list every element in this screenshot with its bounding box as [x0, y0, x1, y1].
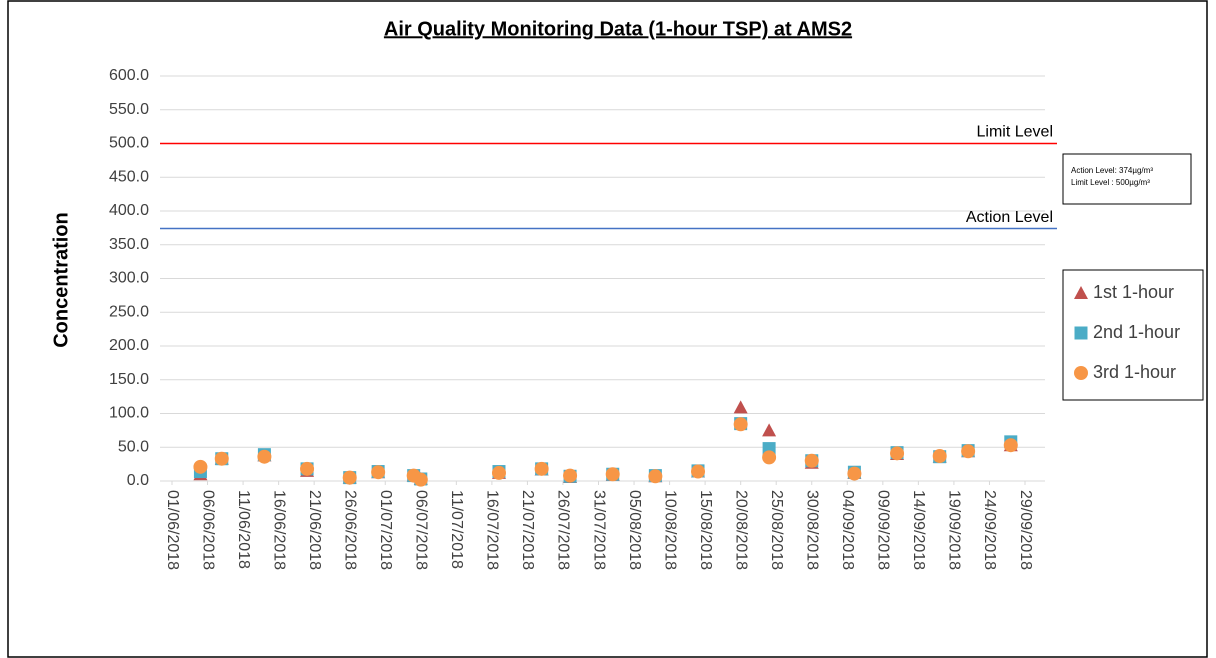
annotation-box: [1062, 153, 1192, 205]
x-tick-label: 19/09/2018: [946, 490, 963, 570]
point: [733, 400, 748, 414]
point: [563, 468, 578, 483]
y-tick-label: 550.0: [109, 101, 149, 118]
point: [1003, 438, 1018, 453]
point: [733, 417, 748, 432]
legend-label: 1st 1-hour: [1093, 282, 1174, 302]
point: [300, 461, 315, 476]
point: [691, 464, 706, 479]
point: [847, 466, 862, 481]
x-tick-label: 09/09/2018: [875, 490, 892, 570]
point: [534, 461, 549, 476]
reference-label: Action Level: [966, 209, 1053, 226]
x-tick-label: 14/09/2018: [910, 490, 927, 570]
point: [413, 472, 428, 487]
point: [762, 450, 777, 465]
x-tick-label: 30/08/2018: [804, 490, 821, 570]
x-tick-label: 16/07/2018: [484, 490, 501, 570]
x-tick-label: 06/06/2018: [199, 490, 216, 570]
y-tick-label: 100.0: [109, 405, 149, 422]
x-tick-label: 01/07/2018: [377, 490, 394, 570]
legend-label: 2nd 1-hour: [1093, 322, 1180, 342]
reference-label: Limit Level: [977, 124, 1053, 141]
point: [961, 444, 976, 459]
x-tick-label: 24/09/2018: [981, 490, 998, 570]
x-tick-label: 25/08/2018: [768, 490, 785, 570]
point: [1074, 326, 1088, 340]
y-tick-label: 150.0: [109, 371, 149, 388]
point: [1074, 286, 1088, 299]
annotation: Action Level: 374µg/m³: [1071, 166, 1153, 175]
point: [193, 459, 208, 474]
point: [1074, 366, 1088, 380]
y-axis-label: Concentration: [50, 212, 72, 348]
x-tick-label: 31/07/2018: [590, 490, 607, 570]
x-tick-label: 11/06/2018: [235, 490, 252, 569]
point: [804, 453, 819, 468]
x-tick-label: 05/08/2018: [626, 490, 643, 570]
point: [371, 465, 386, 480]
point: [605, 467, 620, 482]
point: [257, 449, 272, 464]
y-tick-label: 200.0: [109, 337, 149, 354]
y-tick-label: 300.0: [109, 270, 149, 287]
x-tick-label: 26/06/2018: [341, 490, 358, 570]
y-tick-label: 250.0: [109, 303, 149, 320]
x-tick-label: 21/07/2018: [519, 490, 536, 570]
x-tick-label: 16/06/2018: [270, 490, 287, 570]
annotation: Limit Level : 500µg/m³: [1071, 178, 1150, 187]
point: [214, 451, 229, 466]
legend-label: 3rd 1-hour: [1093, 362, 1176, 382]
chart-title: Air Quality Monitoring Data (1-hour TSP)…: [384, 18, 852, 40]
x-tick-label: 10/08/2018: [661, 490, 678, 570]
point: [890, 446, 905, 461]
x-tick-label: 15/08/2018: [697, 490, 714, 570]
x-tick-label: 26/07/2018: [555, 490, 572, 570]
y-tick-label: 450.0: [109, 168, 149, 185]
x-tick-label: 04/09/2018: [839, 490, 856, 570]
point: [932, 449, 947, 464]
point: [342, 470, 357, 485]
point: [648, 469, 663, 484]
x-tick-label: 01/06/2018: [164, 490, 181, 570]
x-tick-label: 20/08/2018: [732, 490, 749, 570]
x-tick-label: 11/07/2018: [448, 490, 465, 569]
y-tick-label: 600.0: [109, 67, 149, 84]
chart-border: [7, 0, 1208, 658]
x-tick-label: 21/06/2018: [306, 490, 323, 570]
y-tick-label: 500.0: [109, 135, 149, 152]
x-tick-label: 29/09/2018: [1017, 490, 1034, 570]
y-tick-label: 350.0: [109, 236, 149, 253]
point: [762, 423, 777, 437]
y-tick-label: 50.0: [118, 438, 149, 455]
point: [491, 465, 506, 480]
y-tick-label: 0.0: [127, 472, 149, 489]
x-tick-label: 06/07/2018: [413, 490, 430, 570]
y-tick-label: 400.0: [109, 202, 149, 219]
